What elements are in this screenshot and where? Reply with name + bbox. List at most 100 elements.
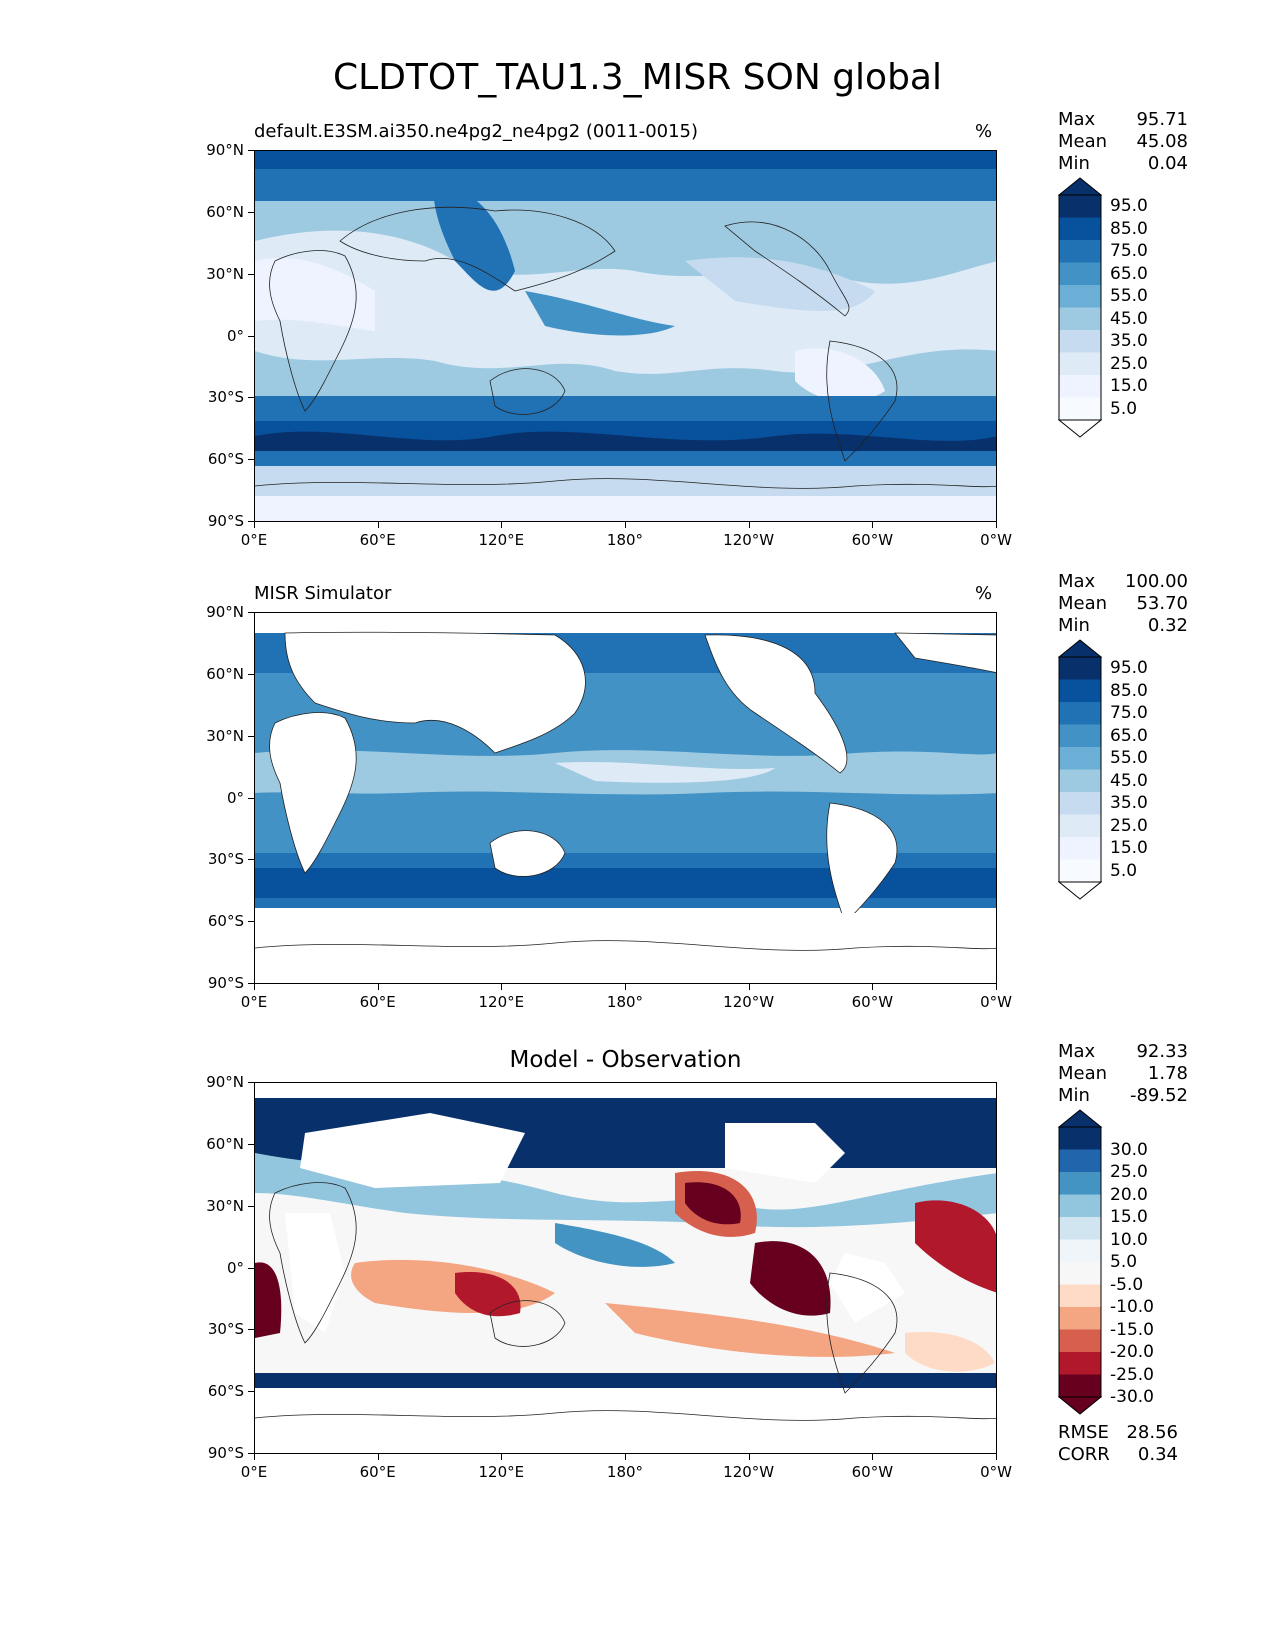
stat-value: 100.00 [1125, 571, 1188, 592]
colorbar-segment [1059, 1149, 1101, 1173]
lat-tick-label: 30°N [206, 1196, 244, 1215]
colorbar-outline [1058, 1126, 1102, 1398]
stat-label: Max [1058, 1041, 1096, 1062]
lon-tick-label: 120°W [723, 531, 775, 549]
lon-tick [501, 522, 503, 528]
colorbar-segment [1059, 217, 1101, 241]
colorbar-segment [1059, 814, 1101, 838]
lat-tick [248, 673, 254, 675]
colorbar-segment [1059, 352, 1101, 376]
map-model [254, 150, 997, 522]
lon-tick [625, 1454, 626, 1460]
lat-tick-label: 60°N [206, 202, 244, 221]
lat-tick-label: 0° [226, 326, 244, 345]
metric-label: CORR [1058, 1444, 1110, 1465]
lon-tick-label: 120°E [478, 993, 525, 1011]
colorbar-label: 10.0 [1110, 1229, 1148, 1250]
lon-tick [377, 984, 379, 990]
figure-title: CLDTOT_TAU1.3_MISR SON global [333, 57, 942, 98]
panel-title-left: default.E3SM.ai350.ne4pg2_ne4pg2 (0011-0… [254, 121, 699, 142]
lon-tick-label: 180° [606, 531, 644, 549]
lat-tick-label: 0° [226, 1258, 244, 1277]
colorbar-label: 45.0 [1110, 308, 1148, 329]
lon-tick-label: 60°W [851, 1463, 894, 1481]
colorbar-label: 15.0 [1110, 1207, 1148, 1227]
lat-tick [248, 735, 254, 737]
colorbar-segment [1059, 1352, 1101, 1375]
map-model-field [255, 151, 996, 521]
colorbar-segment [1059, 195, 1101, 218]
lon-tick-label: 60°E [359, 1463, 396, 1481]
lon-tick [996, 522, 997, 528]
metrics-row-corr: CORR 0.34 [1058, 1444, 1178, 1466]
stat-value: 45.08 [1136, 131, 1188, 152]
stats-row-max: Max 100.00 [1058, 571, 1188, 593]
lat-tick-label: 90°S [207, 974, 244, 992]
lon-tick [996, 984, 997, 990]
lat-tick [248, 335, 254, 337]
colorbar-label: 20.0 [1110, 1184, 1148, 1205]
lon-tick-label: 60°E [359, 531, 396, 549]
colorbar-label: 15.0 [1110, 376, 1148, 397]
stat-label: Max [1058, 571, 1096, 592]
map-difference [254, 1082, 997, 1454]
lat-tick [248, 1143, 254, 1145]
stats-row-mean: Mean 53.70 [1058, 593, 1188, 615]
lon-tick-label: 0°E [240, 993, 268, 1011]
colorbar-segment [1059, 1374, 1101, 1398]
lon-tick [872, 522, 874, 528]
panel-title-left: MISR Simulator [254, 583, 392, 604]
colorbar-segment [1059, 1194, 1101, 1218]
colorbar-label: 25.0 [1110, 353, 1148, 374]
lat-tick [248, 612, 254, 613]
panel-observation: MISR Simulator % 90°N 60°N 30°N 0° 30°S 60°S 9… [0, 571, 1275, 1023]
colorbar-outline [1058, 656, 1102, 883]
lon-tick-label: 120°E [478, 531, 525, 549]
stat-label: Max [1058, 109, 1096, 130]
lat-tick-label: 60°S [207, 912, 244, 931]
colorbar-segment [1059, 792, 1101, 815]
lon-tick-label: 120°W [723, 1463, 775, 1481]
colorbar-label: 35.0 [1110, 331, 1148, 352]
metrics-row-rmse: RMSE 28.56 [1058, 1422, 1178, 1444]
colorbar-segment [1059, 1127, 1101, 1150]
lon-tick [501, 984, 503, 990]
colorbar-segment [1059, 1284, 1101, 1308]
colorbar-label: 75.0 [1110, 241, 1148, 262]
colorbar-svg [1057, 639, 1103, 900]
lat-tick-label: 60°N [206, 664, 244, 683]
colorbar-label: 95.0 [1110, 196, 1148, 217]
lon-tick-label: 60°E [359, 993, 396, 1011]
lat-tick-label: 90°S [207, 512, 244, 530]
lat-tick-label: 90°N [206, 603, 244, 621]
stat-label: Min [1058, 1085, 1090, 1106]
stat-value: 95.71 [1136, 109, 1188, 130]
stat-value: 53.70 [1136, 593, 1188, 614]
colorbar-label: 5.0 [1110, 398, 1138, 419]
colorbar-segment [1059, 837, 1101, 860]
lon-tick [872, 984, 874, 990]
colorbar-label: 85.0 [1110, 218, 1148, 239]
colorbar-segment [1059, 1172, 1101, 1195]
lon-tick [996, 1454, 997, 1460]
colorbar-svg [1057, 1109, 1103, 1415]
stat-label: Mean [1058, 593, 1108, 614]
map-observation [254, 612, 997, 984]
lon-tick [377, 1454, 379, 1460]
lat-tick [248, 459, 254, 461]
stat-value: 92.33 [1136, 1041, 1188, 1062]
lon-tick [254, 1454, 255, 1460]
lon-tick [748, 1454, 750, 1460]
colorbar-label: 85.0 [1110, 680, 1148, 701]
colorbar-segment [1059, 285, 1101, 308]
colorbar [1057, 177, 1103, 438]
colorbar-outline [1058, 194, 1102, 421]
colorbar-segment [1059, 657, 1101, 680]
lat-tick-label: 30°N [206, 726, 244, 745]
lon-tick-label: 60°W [851, 531, 894, 549]
stats-row-min: Min 0.04 [1058, 153, 1188, 175]
lon-tick [625, 984, 626, 990]
panel-units: % [975, 121, 993, 142]
colorbar-label: -30.0 [1110, 1387, 1154, 1407]
colorbar-segment [1059, 724, 1101, 748]
